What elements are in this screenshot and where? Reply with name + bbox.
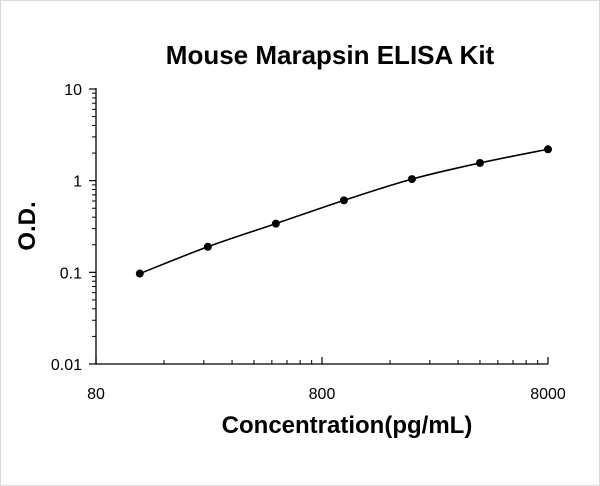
y-tick-label: 0.01 <box>51 357 82 374</box>
data-point <box>271 219 280 228</box>
series-line <box>139 148 549 275</box>
y-tick-label: 10 <box>64 82 82 99</box>
axes <box>95 88 548 365</box>
data-point <box>135 269 144 278</box>
data-point <box>475 158 484 167</box>
data-point <box>339 196 348 205</box>
data-point <box>203 242 212 251</box>
y-tick-label: 0.1 <box>60 265 82 282</box>
chart-title: Mouse Marapsin ELISA Kit <box>165 40 495 70</box>
x-tick-label: 80 <box>87 386 105 403</box>
x-axis-title: Concentration(pg/mL) <box>221 412 473 439</box>
data-point <box>407 175 416 184</box>
tick-labels: 10 1 0.1 0.01 80 800 8000 <box>51 82 566 403</box>
ticks <box>89 88 549 365</box>
x-tick-label: 8000 <box>530 386 566 403</box>
y-tick-label: 1 <box>73 174 82 191</box>
series-group <box>135 145 552 278</box>
x-tick-label: 800 <box>309 386 336 403</box>
data-point <box>544 145 552 154</box>
